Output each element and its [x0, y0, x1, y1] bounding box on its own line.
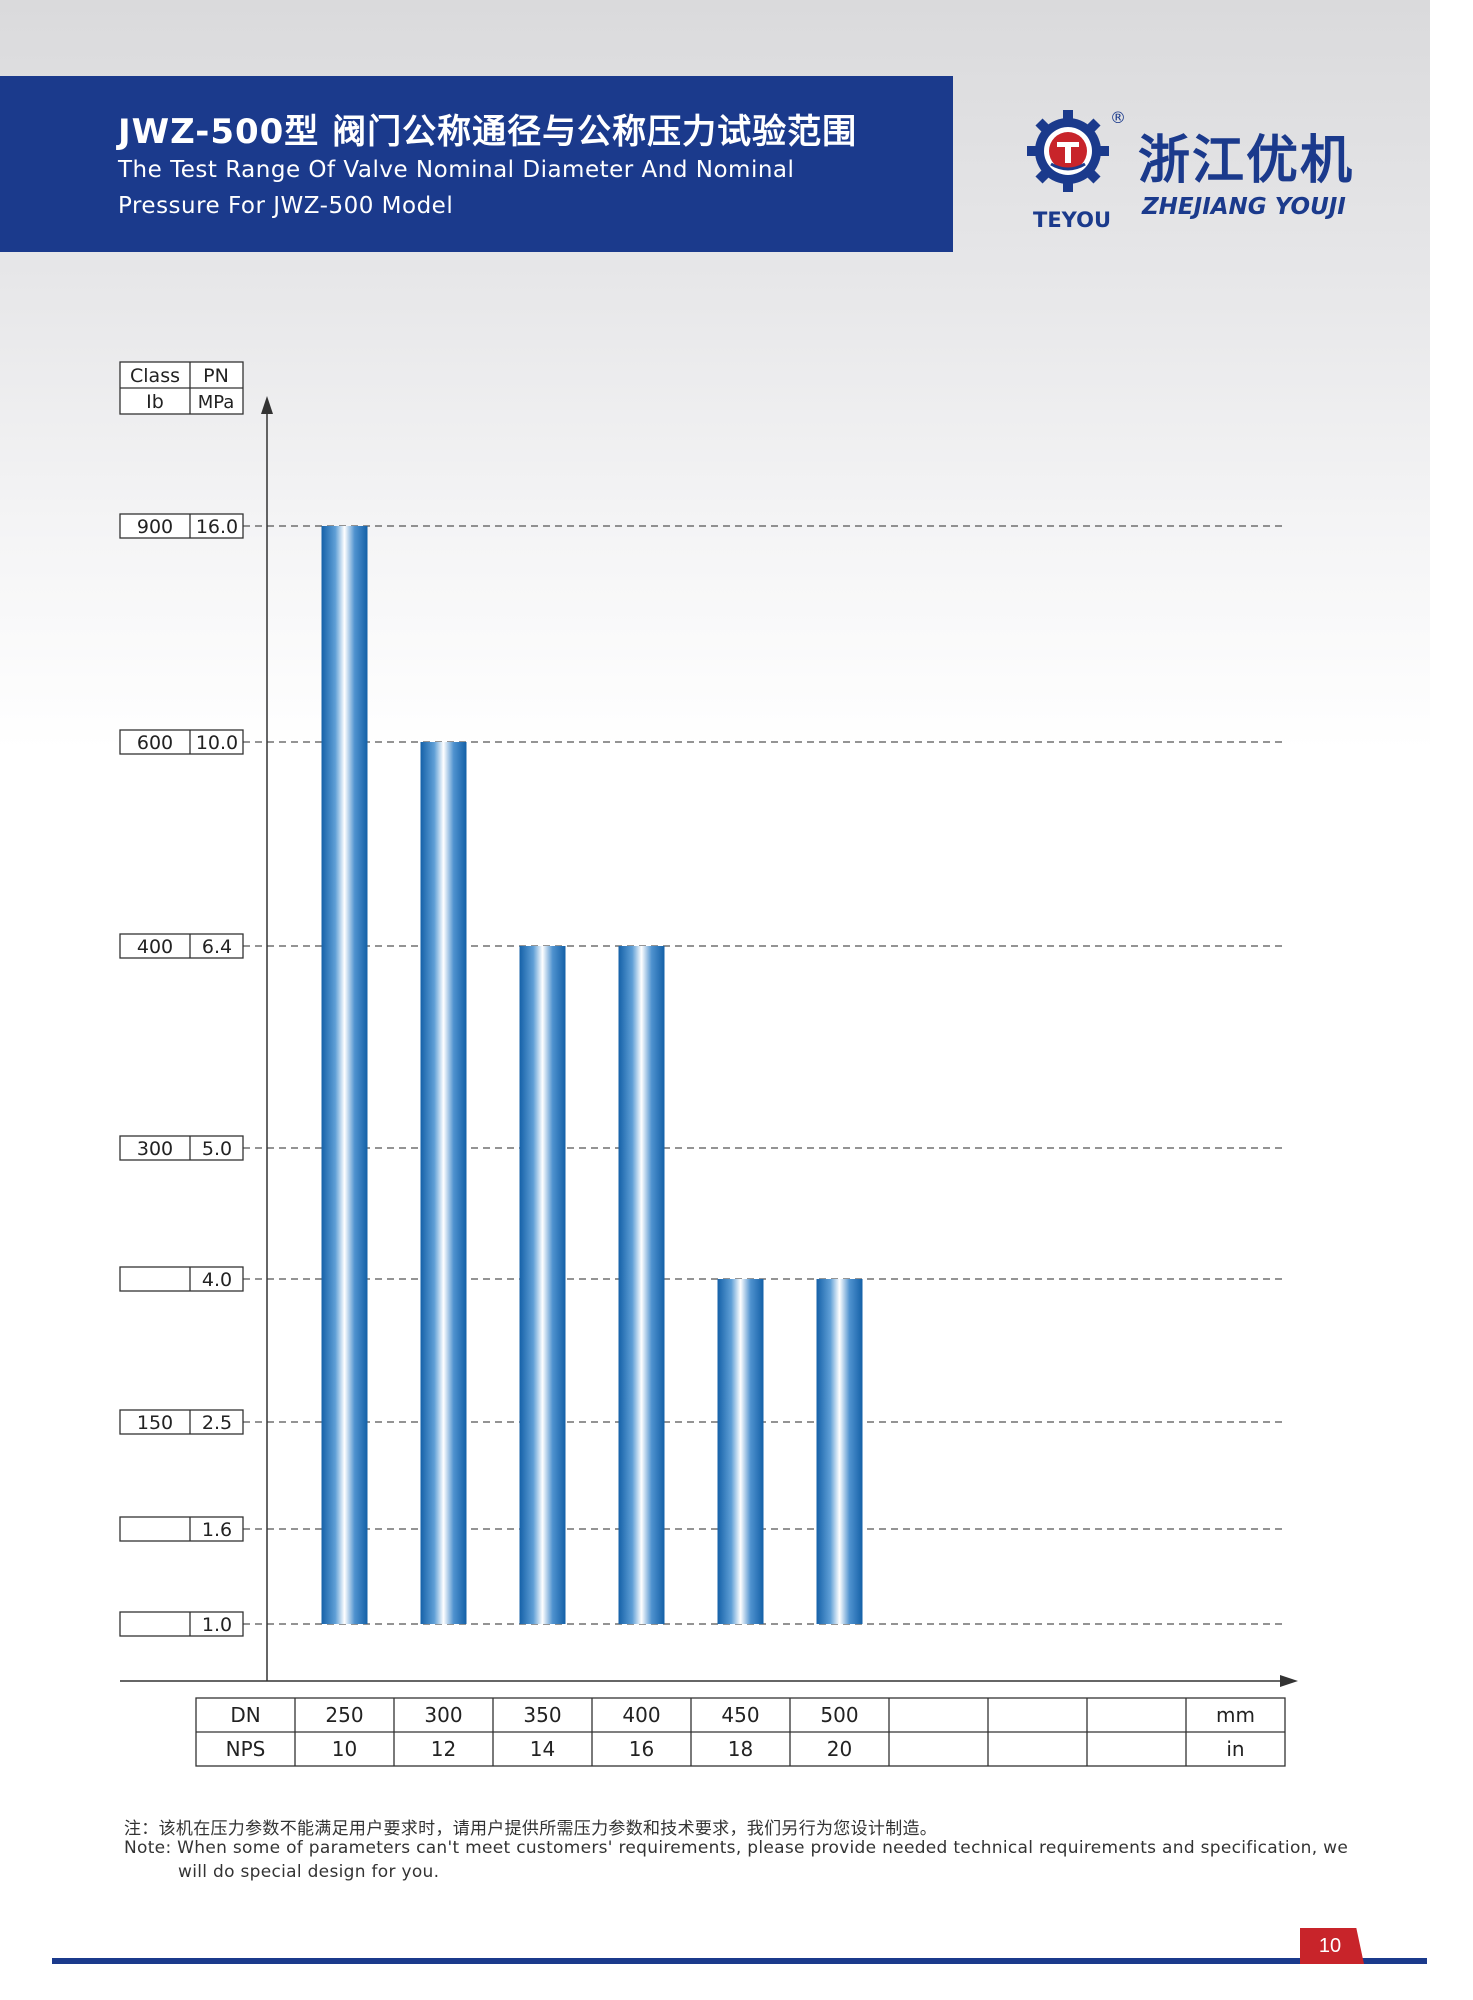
footer-line [52, 1958, 1427, 1964]
x-nps-tick-label: 18 [728, 1737, 753, 1761]
y-level-box [119, 1135, 244, 1161]
y-level-box [119, 513, 244, 539]
y-class-label: 150 [137, 1412, 173, 1434]
pressure-range-chart: Class PN Ib MPa 900 16.0 600 10.0 400 6.4 300 5… [119, 361, 1298, 1767]
page-number: 10 [1318, 1935, 1342, 1957]
bar-dn-500 [816, 1279, 863, 1624]
axes [120, 396, 1298, 1687]
x-nps-tick-label: 20 [827, 1737, 852, 1761]
y-class-label: 900 [137, 516, 173, 538]
y-level-box [119, 1266, 244, 1292]
bar-dn-450 [717, 1279, 764, 1624]
y-header-pn: PN [203, 365, 229, 387]
y-header-class-unit: Ib [146, 391, 164, 413]
x-dn-unit: mm [1216, 1703, 1255, 1727]
y-pn-label: 4.0 [202, 1269, 232, 1291]
y-level-box [119, 1611, 244, 1637]
y-level-box [119, 1516, 244, 1542]
y-pn-label: 5.0 [202, 1138, 232, 1160]
y-pn-label: 2.5 [202, 1412, 232, 1434]
bar-dn-350 [519, 946, 566, 1624]
x-axis-table: DN NPS 250 300 350 400 450 500 10 12 14 16 18 20 mm in [195, 1697, 1286, 1767]
brand-mark-text: TEYOU [1033, 208, 1112, 232]
y-level-box [119, 1409, 244, 1435]
y-pn-label: 6.4 [202, 936, 232, 958]
y-level-box [119, 729, 244, 755]
bars [321, 526, 863, 1624]
bar-dn-300 [420, 742, 467, 1624]
page-number-tab [1300, 1928, 1364, 1964]
x-dn-header: DN [230, 1703, 260, 1727]
x-axis-arrow-icon [1280, 1675, 1298, 1687]
x-dn-tick-label: 300 [424, 1703, 462, 1727]
y-pn-label: 1.0 [202, 1614, 232, 1636]
x-nps-unit: in [1226, 1737, 1244, 1761]
x-nps-tick-label: 12 [431, 1737, 456, 1761]
y-class-label: 400 [137, 936, 173, 958]
note-cn: 注：该机在压力参数不能满足用户要求时，请用户提供所需压力参数和技术要求，我们另行… [124, 1819, 938, 1839]
x-dn-tick-label: 400 [622, 1703, 660, 1727]
y-axis-table: Class PN Ib MPa 900 16.0 600 10.0 400 6.4 300 5… [119, 361, 244, 1637]
x-dn-tick-label: 350 [523, 1703, 561, 1727]
y-pn-label: 1.6 [202, 1519, 232, 1541]
header-band [0, 76, 953, 252]
y-pn-label: 16.0 [196, 516, 238, 538]
y-header-class: Class [130, 365, 180, 387]
y-axis-arrow-icon [261, 396, 273, 414]
y-level-box [119, 933, 244, 959]
x-dn-tick-label: 500 [820, 1703, 858, 1727]
y-header-pn-unit: MPa [198, 392, 235, 413]
registered-mark: ® [1110, 108, 1126, 127]
grid-lines [243, 525, 1285, 1625]
x-nps-tick-label: 10 [332, 1737, 357, 1761]
bar-dn-250 [321, 526, 368, 1624]
note-en-line1: Note: When some of parameters can't meet… [124, 1838, 1349, 1858]
x-nps-tick-label: 14 [530, 1737, 555, 1761]
x-dn-tick-label: 250 [325, 1703, 363, 1727]
y-class-label: 600 [137, 732, 173, 754]
page-subtitle-line1: The Test Range Of Valve Nominal Diameter… [118, 157, 795, 183]
brand-name-en: ZHEJIANG YOUJI [1142, 194, 1346, 220]
y-pn-label: 10.0 [196, 732, 238, 754]
page-title: JWZ-500型 阀门公称通径与公称压力试验范围 [118, 112, 858, 152]
teyou-gear-logo-icon [1027, 110, 1109, 192]
brand-name-cn: 浙江优机 [1138, 131, 1355, 191]
x-nps-tick-label: 16 [629, 1737, 654, 1761]
y-class-label: 300 [137, 1138, 173, 1160]
x-nps-header: NPS [226, 1737, 266, 1761]
note-en-line2: will do special design for you. [178, 1862, 440, 1882]
page-subtitle-line2: Pressure For JWZ-500 Model [118, 193, 454, 219]
bar-dn-400 [618, 946, 665, 1624]
x-dn-tick-label: 450 [721, 1703, 759, 1727]
